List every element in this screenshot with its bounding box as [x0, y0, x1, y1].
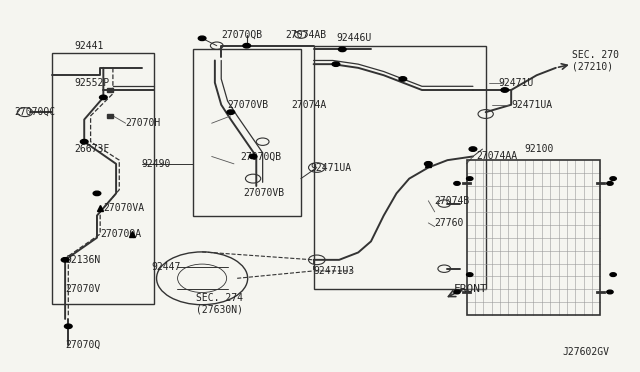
Circle shape [607, 182, 613, 185]
Text: 27070QB: 27070QB [241, 151, 282, 161]
Text: 27074A: 27074A [291, 100, 326, 110]
Circle shape [607, 290, 613, 294]
Text: 92446U: 92446U [336, 33, 371, 43]
Text: 27070QC: 27070QC [14, 107, 55, 117]
Text: 27070H: 27070H [125, 118, 161, 128]
Text: 92100: 92100 [524, 144, 554, 154]
Circle shape [469, 147, 477, 151]
Text: 92490: 92490 [141, 159, 171, 169]
Circle shape [610, 273, 616, 276]
Circle shape [454, 290, 460, 294]
Circle shape [227, 110, 235, 114]
Text: 27760: 27760 [435, 218, 464, 228]
Text: 27070V: 27070V [65, 284, 100, 294]
Circle shape [61, 258, 69, 262]
Text: J27602GV: J27602GV [562, 347, 609, 357]
Circle shape [249, 154, 257, 159]
Text: 27070QB: 27070QB [221, 30, 262, 40]
Circle shape [454, 182, 460, 185]
Circle shape [424, 161, 432, 166]
Circle shape [467, 177, 473, 180]
Text: 92552P: 92552P [75, 78, 110, 88]
Text: 92471UA: 92471UA [511, 100, 552, 110]
Text: 27070QA: 27070QA [100, 229, 141, 239]
Bar [467, 160, 600, 315]
Text: 92136N: 92136N [65, 255, 100, 265]
Text: 92471U3: 92471U3 [314, 266, 355, 276]
Text: 92441: 92441 [75, 41, 104, 51]
Bar [106, 114, 113, 118]
Bar [106, 88, 113, 92]
Text: 92471UA: 92471UA [310, 163, 351, 173]
Circle shape [198, 36, 206, 41]
Text: 92447: 92447 [151, 262, 180, 272]
Circle shape [332, 62, 340, 66]
Text: 27070VB: 27070VB [228, 100, 269, 110]
Text: SEC. 270
(27210): SEC. 270 (27210) [572, 50, 619, 71]
Text: 26673F: 26673F [75, 144, 110, 154]
Circle shape [339, 47, 346, 52]
Text: 27070VA: 27070VA [103, 203, 145, 213]
Text: 27070Q: 27070Q [65, 340, 100, 350]
Text: 92471U: 92471U [499, 78, 534, 88]
Text: 27070VB: 27070VB [244, 188, 285, 198]
Text: 27074AB: 27074AB [285, 30, 326, 40]
Circle shape [399, 77, 406, 81]
Circle shape [100, 95, 107, 100]
Circle shape [501, 88, 509, 92]
Circle shape [467, 273, 473, 276]
Text: FRONT: FRONT [454, 284, 488, 294]
Circle shape [81, 140, 88, 144]
Text: 27074AA: 27074AA [476, 151, 517, 161]
Text: 27074B: 27074B [435, 196, 470, 206]
Circle shape [65, 324, 72, 328]
Circle shape [610, 177, 616, 180]
Circle shape [243, 44, 250, 48]
Circle shape [93, 191, 100, 196]
Text: SEC. 274
(27630N): SEC. 274 (27630N) [196, 294, 243, 315]
